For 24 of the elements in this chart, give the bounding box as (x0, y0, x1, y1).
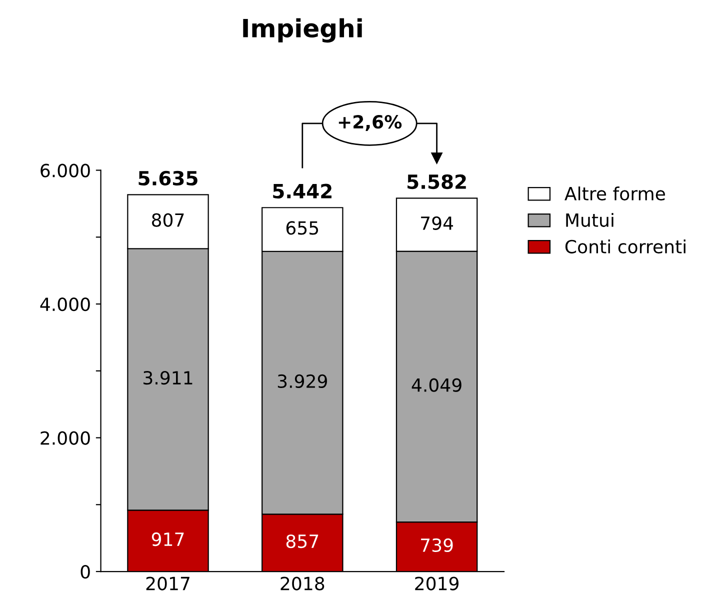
text: +2,6% (338, 115, 402, 131)
data-label: 739 (421, 538, 453, 552)
data-label: 917 (152, 532, 184, 546)
x-tick-label: 2018 (280, 576, 324, 590)
data-label: 794 (421, 216, 454, 230)
x-tick-label: 2017 (146, 576, 190, 590)
y-tick-label: 2.000 (40, 431, 90, 445)
data-label: 655 (286, 221, 318, 235)
legend-label: Conti correnti (565, 239, 686, 254)
data-label: 3.929 (278, 374, 327, 388)
data-label: 807 (152, 213, 184, 227)
chart-title: Impieghi (243, 18, 362, 43)
total-label: 5.442 (273, 184, 332, 199)
y-tick-label: 0 (80, 564, 90, 579)
total-label: 5.635 (138, 170, 198, 186)
y-tick-label: 6.000 (40, 164, 90, 178)
data-label: 4.049 (412, 378, 462, 392)
y-tick-label: 4.000 (40, 297, 90, 312)
total-label: 5.582 (408, 174, 466, 190)
x-tick-label: 2019 (415, 576, 459, 590)
legend-label: Mutui (566, 212, 614, 227)
data-label: 3.911 (144, 370, 192, 385)
data-label: 857 (286, 534, 318, 548)
legend-label: Altre forme (564, 186, 665, 200)
